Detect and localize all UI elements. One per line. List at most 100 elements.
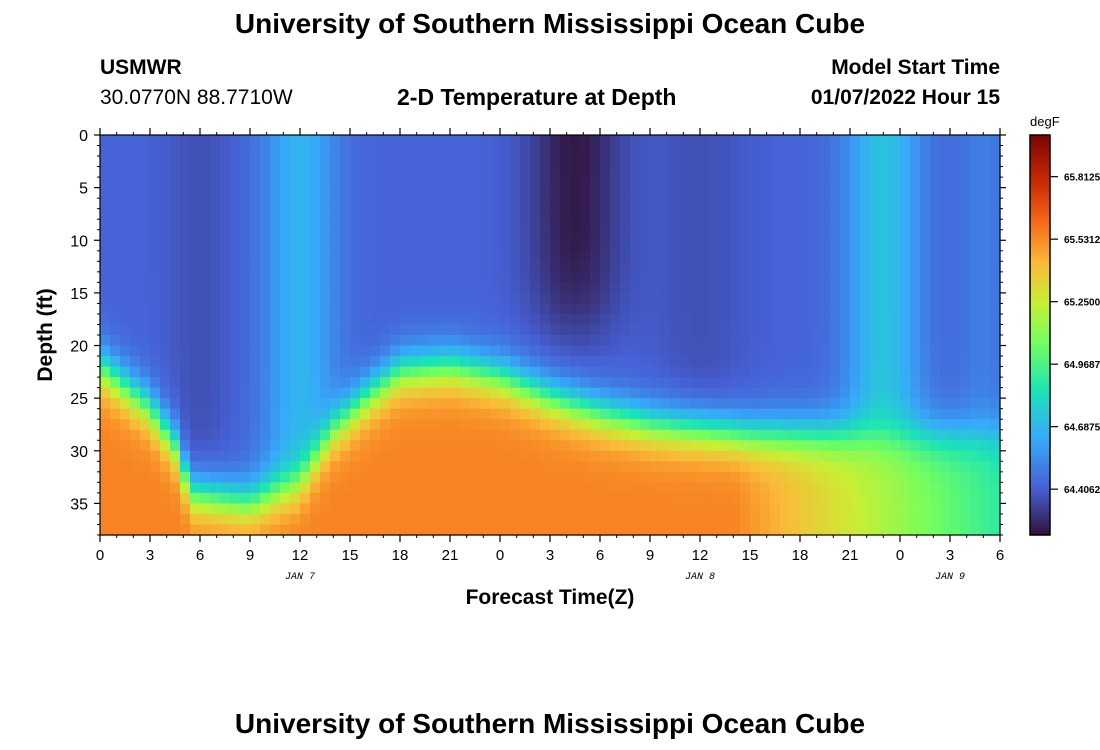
heatmap-cell <box>300 271 311 283</box>
heatmap-cell <box>120 145 131 157</box>
heatmap-cell <box>790 398 801 410</box>
heatmap-cell <box>660 356 671 368</box>
heatmap-cell <box>550 524 561 536</box>
heatmap-cell <box>600 282 611 294</box>
heatmap-cell <box>740 366 751 378</box>
heatmap-cell <box>160 429 171 441</box>
heatmap-cell <box>560 282 571 294</box>
heatmap-cell <box>340 292 351 305</box>
heatmap-cell <box>330 419 341 431</box>
heatmap-cell <box>190 324 201 336</box>
heatmap-cell <box>710 219 721 231</box>
heatmap-cell <box>240 387 251 399</box>
heatmap-cell <box>830 524 841 536</box>
heatmap-cell <box>160 335 171 347</box>
heatmap-cell <box>590 419 601 431</box>
heatmap-cell <box>190 408 201 420</box>
heatmap-cell <box>190 135 201 147</box>
heatmap-cell <box>280 261 291 273</box>
heatmap-cell <box>130 229 141 241</box>
heatmap-cell <box>950 408 961 420</box>
heatmap-cell <box>960 166 971 178</box>
heatmap-cell <box>990 377 1001 389</box>
heatmap-cell <box>690 440 701 452</box>
heatmap-cell <box>380 303 391 315</box>
heatmap-cell <box>490 524 501 536</box>
heatmap-cell <box>620 208 631 220</box>
heatmap-cell <box>270 198 281 210</box>
heatmap-cell <box>670 492 681 505</box>
heatmap-cell <box>750 313 761 326</box>
heatmap-cell <box>650 345 661 357</box>
heatmap-cell <box>380 408 391 420</box>
heatmap-cell <box>470 513 481 526</box>
heatmap-cell <box>250 366 261 378</box>
heatmap-cell <box>640 356 651 368</box>
heatmap-cell <box>350 492 361 505</box>
heatmap-cell <box>770 282 781 294</box>
heatmap-cell <box>580 208 591 220</box>
heatmap-cell <box>340 398 351 410</box>
heatmap-cell <box>940 450 951 462</box>
heatmap-cell <box>240 282 251 294</box>
heatmap-cell <box>550 135 561 147</box>
heatmap-cell <box>610 198 621 210</box>
heatmap-cell <box>550 303 561 315</box>
heatmap-cell <box>170 408 181 420</box>
heatmap-cell <box>380 324 391 336</box>
heatmap-cell <box>260 345 271 357</box>
heatmap-cell <box>170 377 181 389</box>
heatmap-cell <box>490 429 501 441</box>
heatmap-cell <box>350 482 361 494</box>
heatmap-cell <box>740 271 751 283</box>
heatmap-cell <box>130 135 141 147</box>
heatmap-cell <box>150 145 161 157</box>
heatmap-cell <box>560 156 571 168</box>
heatmap-cell <box>280 461 291 473</box>
heatmap-cell <box>820 282 831 294</box>
heatmap-cell <box>420 240 431 252</box>
heatmap-cell <box>980 250 991 262</box>
heatmap-cell <box>410 313 421 326</box>
heatmap-cell <box>550 461 561 473</box>
heatmap-cell <box>600 503 611 515</box>
heatmap-cell <box>750 513 761 526</box>
heatmap-cell <box>910 240 921 252</box>
heatmap-cell <box>140 503 151 515</box>
heatmap-cell <box>460 419 471 431</box>
heatmap-cell <box>970 429 981 441</box>
heatmap-cell <box>340 166 351 178</box>
heatmap-cell <box>130 429 141 441</box>
heatmap-cell <box>820 387 831 399</box>
heatmap-cell <box>130 187 141 199</box>
heatmap-cell <box>840 135 851 147</box>
heatmap-cell <box>830 303 841 315</box>
heatmap-cell <box>400 513 411 526</box>
heatmap-cell <box>320 135 331 147</box>
heatmap-cell <box>670 324 681 336</box>
heatmap-cell <box>340 198 351 210</box>
heatmap-cell <box>590 335 601 347</box>
heatmap-cell <box>310 461 321 473</box>
heatmap-cell <box>210 303 221 315</box>
heatmap-cell <box>120 387 131 399</box>
heatmap-cell <box>170 177 181 189</box>
heatmap-cell <box>220 461 231 473</box>
heatmap-cell <box>700 503 711 515</box>
heatmap-cell <box>200 303 211 315</box>
heatmap-cell <box>300 313 311 326</box>
heatmap-cell <box>690 261 701 273</box>
heatmap-cell <box>890 503 901 515</box>
heatmap-cell <box>280 471 291 483</box>
heatmap-cell <box>140 345 151 357</box>
heatmap-cell <box>170 208 181 220</box>
heatmap-cell <box>360 524 371 536</box>
heatmap-cell <box>890 492 901 505</box>
heatmap-cell <box>320 513 331 526</box>
heatmap-cell <box>620 250 631 262</box>
heatmap-cell <box>650 261 661 273</box>
heatmap-cell <box>870 219 881 231</box>
heatmap-cell <box>160 145 171 157</box>
heatmap-cell <box>100 366 111 378</box>
heatmap-cell <box>380 156 391 168</box>
